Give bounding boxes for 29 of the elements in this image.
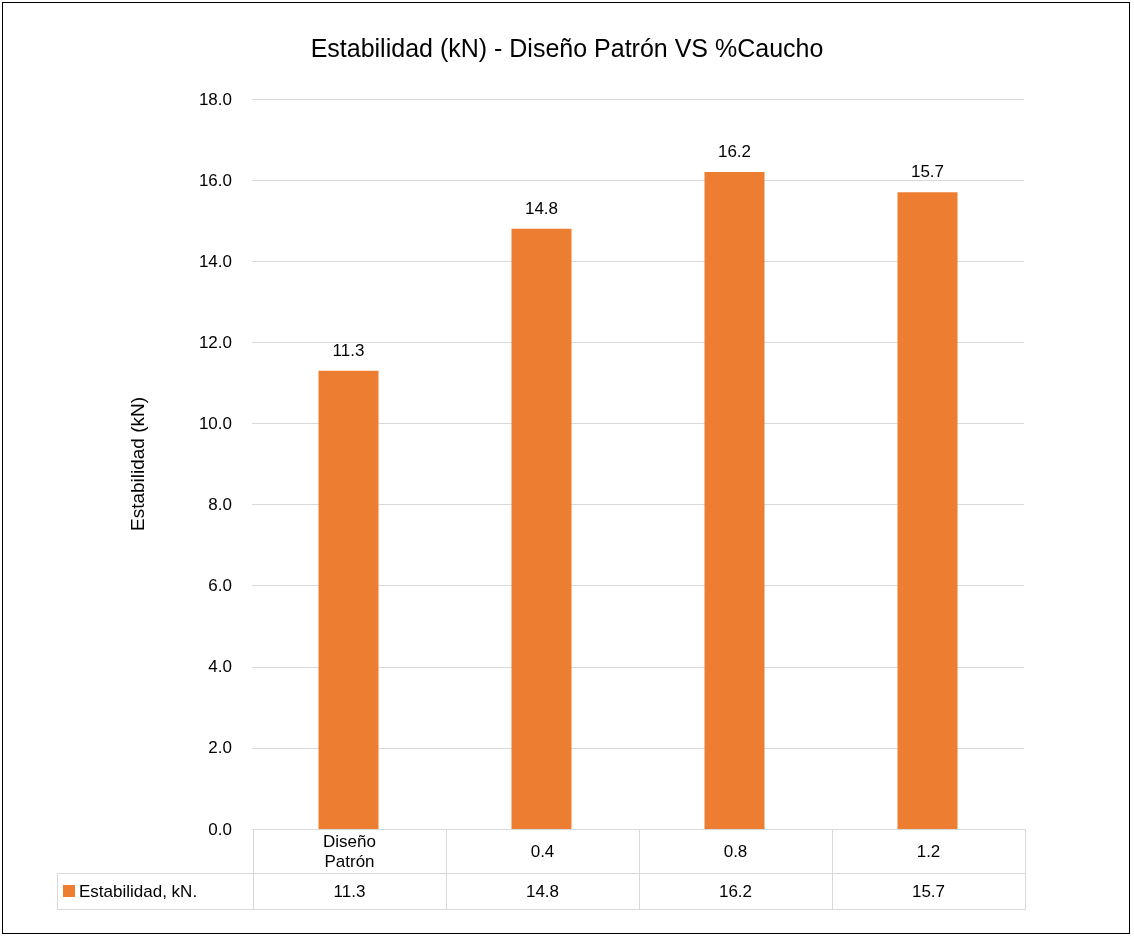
text: 16.2: [639, 873, 832, 910]
legend-label: Estabilidad, kN.: [57, 873, 253, 910]
y-tick-label: 10.0: [198, 413, 232, 433]
data-label: 11.3: [332, 340, 365, 360]
y-tick-label: 12.0: [198, 332, 232, 352]
y-tick-label: 16.0: [198, 170, 232, 190]
y-tick-label: 14.0: [198, 251, 232, 271]
data-label: 14.8: [524, 198, 559, 218]
y-tick-label: 0.0: [208, 819, 232, 839]
chart-title: Estabilidad (kN) - Diseño Patrón VS %Caucho: [310, 33, 824, 62]
x-tick-label: 1.2: [832, 829, 1025, 874]
x-tick-label: 0.8: [639, 829, 832, 874]
y-tick-label: 4.0: [208, 657, 232, 677]
data-label: 16.2: [717, 142, 752, 161]
y-tick-label: 18.0: [198, 89, 232, 109]
text: 11.3: [253, 873, 446, 910]
text: 14.8: [446, 873, 639, 910]
bar: [318, 370, 379, 829]
bar: [704, 172, 765, 829]
data-label: 15.7: [910, 162, 945, 182]
x-tick-label: 0.4: [446, 829, 639, 874]
bar: [511, 228, 572, 829]
bar: [897, 192, 958, 829]
y-axis-title: Estabilidad (kN): [127, 396, 148, 532]
y-tick-label: 2.0: [208, 738, 232, 758]
y-tick-label: 8.0: [208, 495, 232, 515]
x-tick-label: Diseño Patrón: [253, 829, 446, 874]
text: 15.7: [832, 873, 1025, 910]
y-tick-label: 6.0: [208, 576, 232, 596]
